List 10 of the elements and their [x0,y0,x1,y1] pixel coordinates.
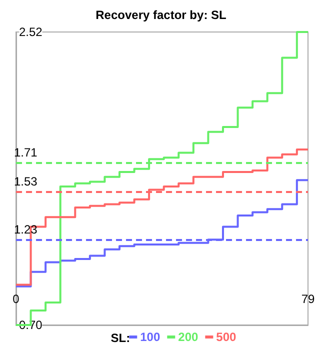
chart-title: Recovery factor by: SL [96,8,226,22]
y-tick-label: 2.52 [19,25,43,39]
legend-label: 500 [216,330,237,344]
x-tick-label: 79 [301,292,315,306]
legend-label: 100 [140,330,160,344]
ref-line-label: 1.53 [14,174,38,188]
legend-label: 200 [178,330,198,344]
ref-line-label: 1.71 [14,145,38,160]
legend-title: SL: [110,331,130,345]
x-tick-label: 0 [12,292,20,306]
